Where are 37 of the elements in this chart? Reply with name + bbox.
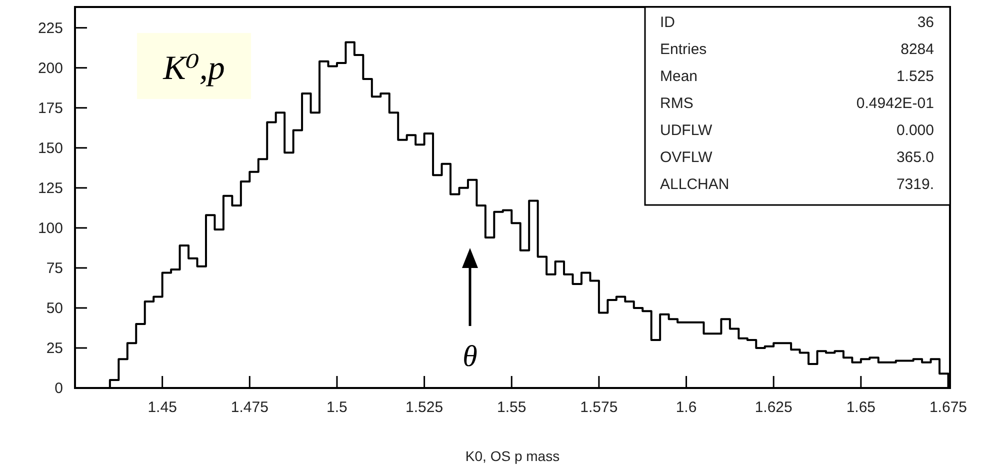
x-axis-title: K0, OS p mass (465, 448, 560, 464)
y-tick-label: 50 (46, 300, 63, 317)
annotation: Mean (660, 68, 698, 85)
annotation: Entries (660, 41, 707, 58)
y-tick-label: 175 (38, 100, 63, 117)
y-tick-label: 125 (38, 180, 63, 197)
y-tick-label: 75 (46, 260, 63, 277)
x-tick-label: 1.525 (406, 399, 444, 416)
annotation: OVFLW (660, 149, 714, 166)
x-tick-label: 1.55 (497, 399, 526, 416)
y-tick-label: 225 (38, 20, 63, 37)
annotation: 1.525 (896, 68, 934, 85)
x-tick-label: 1.475 (230, 399, 268, 416)
x-tick-label: 1.65 (846, 399, 876, 416)
annotation: 0.4942E-01 (856, 95, 934, 112)
x-tick-label: 1.5 (326, 399, 348, 416)
y-tick-label: 150 (38, 140, 63, 157)
annotation: 365.0 (896, 149, 934, 166)
x-tick-label: 1.6 (676, 399, 697, 416)
annotation: ID (660, 14, 676, 31)
x-tick-label: 1.675 (929, 399, 968, 416)
annotation: 8284 (900, 41, 934, 58)
y-tick-label: 25 (46, 340, 63, 357)
annotation: 36 (917, 14, 934, 31)
annotation: 0.000 (896, 122, 934, 139)
x-tick-label: 1.45 (148, 399, 177, 416)
annotation: θ (462, 340, 478, 373)
annotation: RMS (660, 95, 694, 112)
y-tick-label: 200 (38, 60, 63, 77)
x-tick-label: 1.575 (580, 399, 618, 416)
y-tick-label: 0 (54, 380, 63, 397)
annotation: UDFLW (660, 122, 714, 139)
annotation: 7319. (896, 176, 934, 193)
annotation: ALLCHAN (660, 176, 730, 193)
x-tick-label: 1.625 (754, 399, 792, 416)
y-tick-label: 100 (38, 220, 63, 237)
annotation: K⁰,p (162, 50, 225, 87)
